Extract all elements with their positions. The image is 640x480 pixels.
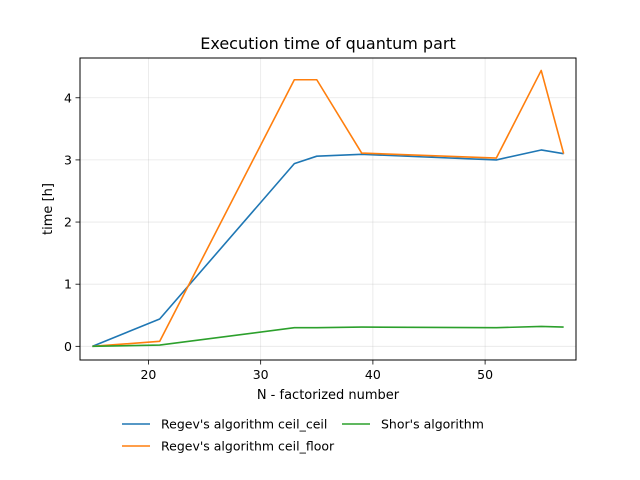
y-tick-label: 1 bbox=[64, 277, 72, 292]
series-line-1 bbox=[92, 149, 564, 348]
y-axis-label: time [h] bbox=[41, 183, 56, 235]
x-tick-label: 50 bbox=[477, 367, 493, 382]
series-line-3 bbox=[92, 325, 564, 348]
y-tick-label: 4 bbox=[64, 90, 72, 105]
legend-label-3: Shor's algorithm bbox=[381, 417, 484, 432]
y-tick-label: 2 bbox=[64, 215, 72, 230]
y-tick-label: 0 bbox=[64, 339, 72, 354]
plot-frame bbox=[79, 57, 577, 361]
chart-title: Execution time of quantum part bbox=[200, 34, 455, 53]
series-lines bbox=[92, 69, 565, 348]
x-tick-label: 30 bbox=[253, 367, 269, 382]
x-axis-ticks: 20 30 40 50 bbox=[140, 360, 493, 382]
series-line-2 bbox=[92, 69, 565, 348]
y-tick-label: 3 bbox=[64, 152, 72, 167]
grid-lines bbox=[80, 58, 576, 360]
x-axis-label: N - factorized number bbox=[257, 388, 400, 403]
legend-label-2: Regev's algorithm ceil_floor bbox=[161, 439, 335, 454]
x-tick-label: 40 bbox=[365, 367, 381, 382]
legend-label-1: Regev's algorithm ceil_ceil bbox=[161, 417, 327, 432]
y-axis-ticks: 0 1 2 3 4 bbox=[64, 90, 80, 354]
legend: Regev's algorithm ceil_ceil Regev's algor… bbox=[122, 417, 484, 454]
x-tick-label: 20 bbox=[140, 367, 156, 382]
